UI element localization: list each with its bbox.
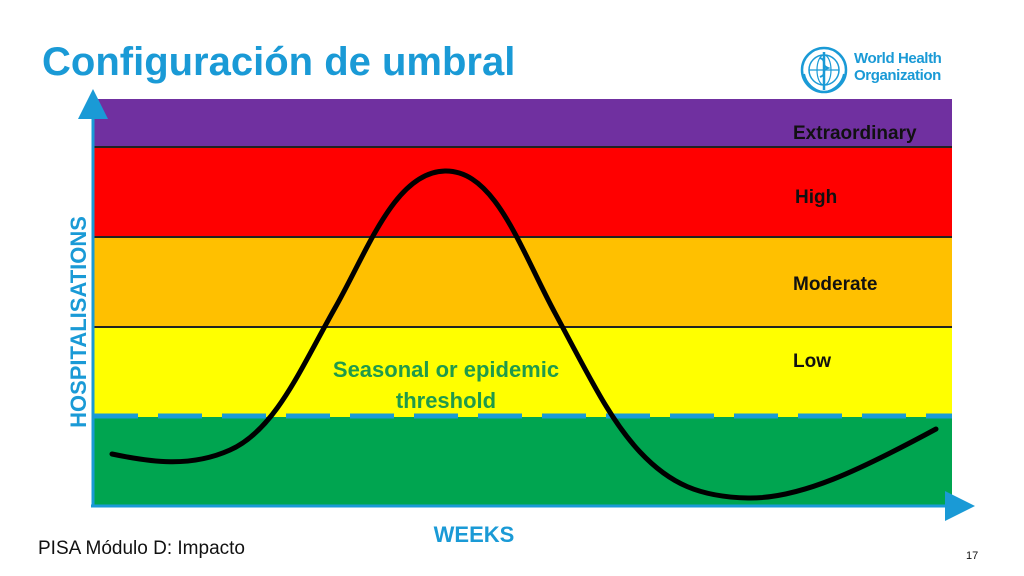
who-logo-line2: Organization xyxy=(854,67,941,84)
band-baseline xyxy=(94,417,952,505)
who-logo-text: World Health Organization xyxy=(854,50,964,84)
band-label-high: High xyxy=(795,187,837,208)
band-high xyxy=(94,147,952,237)
page-number: 17 xyxy=(966,550,979,562)
epidemic-curve xyxy=(109,168,939,501)
y-axis-label: HOSPITALISATIONS xyxy=(66,216,91,428)
band-label-extraordinary: Extraordinary xyxy=(793,123,917,144)
who-logo-line1: World Health xyxy=(854,50,942,67)
who-logo: World Health Organization xyxy=(798,44,958,96)
threshold-label-line1: Seasonal or epidemic xyxy=(333,357,559,382)
band-label-moderate: Moderate xyxy=(793,274,877,295)
band-label-low: Low xyxy=(793,351,831,372)
threshold-label-line2: threshold xyxy=(396,388,496,413)
slide-title: Configuración de umbral xyxy=(42,40,516,84)
band-low xyxy=(94,327,952,417)
x-axis-label: WEEKS xyxy=(434,522,515,547)
band-extraordinary xyxy=(94,99,952,147)
who-emblem-icon xyxy=(800,46,848,94)
slide-footer: PISA Módulo D: Impacto xyxy=(38,538,245,559)
